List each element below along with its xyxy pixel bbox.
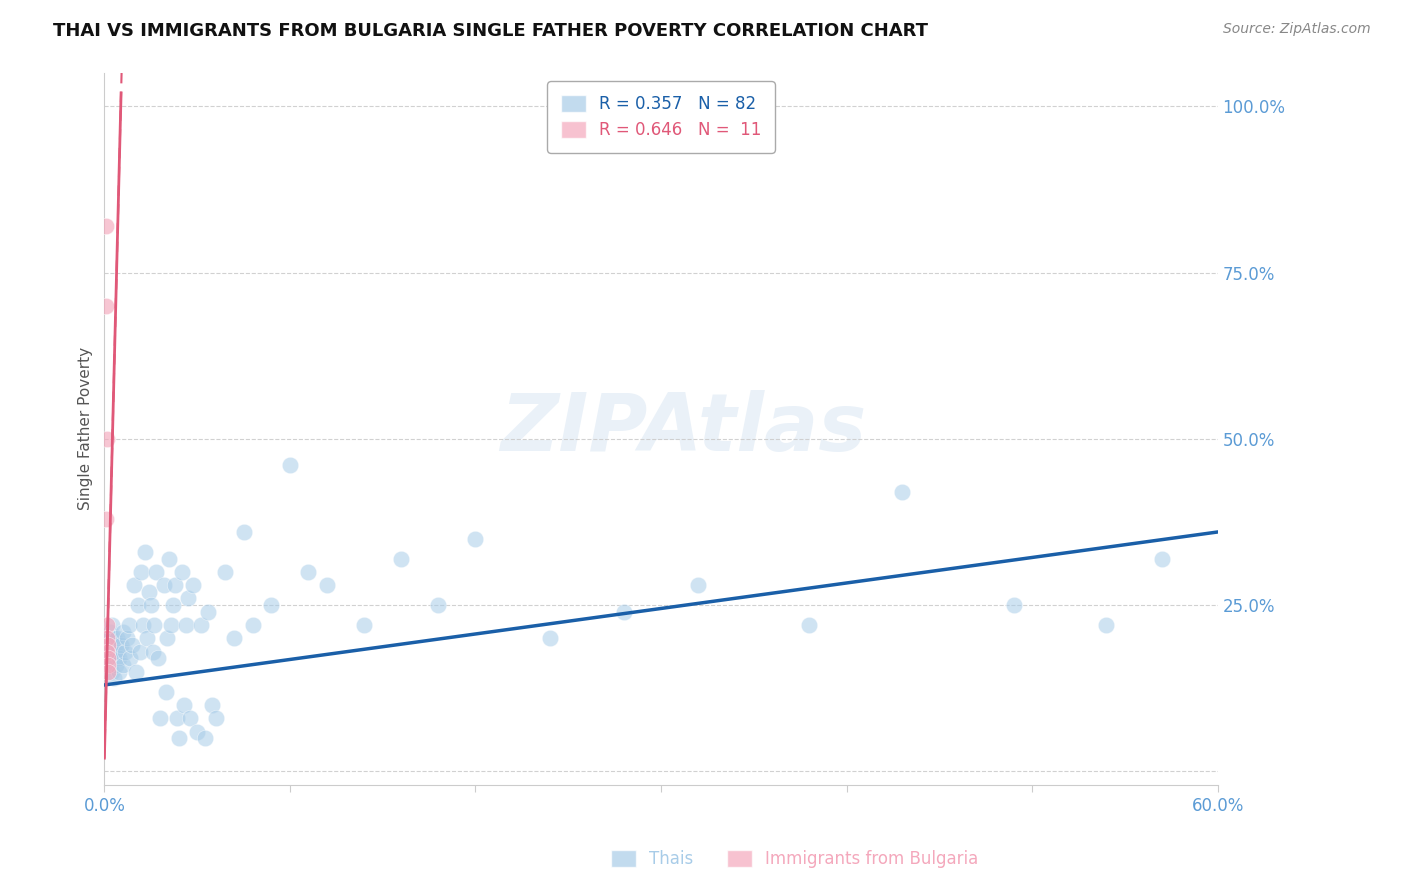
Point <box>152 578 174 592</box>
Point <box>260 598 283 612</box>
Point <box>96 511 118 525</box>
Point <box>157 551 180 566</box>
Point <box>167 731 190 746</box>
Point <box>97 632 120 646</box>
Point <box>96 645 118 659</box>
Point <box>108 665 131 679</box>
Point <box>179 711 201 725</box>
Legend: R = 0.357   N = 82, R = 0.646   N =  11: R = 0.357 N = 82, R = 0.646 N = 11 <box>547 81 775 153</box>
Point <box>97 651 120 665</box>
Point <box>186 724 208 739</box>
Point <box>97 651 120 665</box>
Point <box>94 219 117 233</box>
Point <box>613 605 636 619</box>
Point <box>278 458 301 473</box>
Point <box>174 618 197 632</box>
Point <box>115 632 138 646</box>
Point <box>103 632 125 646</box>
Point <box>111 624 134 639</box>
Point <box>172 565 194 579</box>
Point <box>98 638 121 652</box>
Point <box>105 645 128 659</box>
Point <box>1002 598 1025 612</box>
Point <box>103 671 125 685</box>
Point <box>464 532 486 546</box>
Point <box>97 638 120 652</box>
Point <box>98 658 121 673</box>
Point <box>134 545 156 559</box>
Point <box>183 578 205 592</box>
Point <box>145 565 167 579</box>
Point <box>101 618 124 632</box>
Point <box>194 731 217 746</box>
Point <box>197 605 219 619</box>
Point <box>224 632 246 646</box>
Point <box>177 591 200 606</box>
Point <box>128 645 150 659</box>
Point <box>799 618 821 632</box>
Point <box>166 711 188 725</box>
Point <box>104 638 127 652</box>
Point <box>105 632 128 646</box>
Point <box>120 651 142 665</box>
Point <box>1150 551 1173 566</box>
Point <box>114 645 136 659</box>
Point <box>132 618 155 632</box>
Point <box>143 618 166 632</box>
Y-axis label: Single Father Poverty: Single Father Poverty <box>79 347 93 510</box>
Point <box>121 638 143 652</box>
Point <box>104 658 127 673</box>
Point <box>891 485 914 500</box>
Text: ZIPAtlas: ZIPAtlas <box>501 390 866 468</box>
Point <box>131 565 153 579</box>
Point <box>389 551 412 566</box>
Text: Source: ZipAtlas.com: Source: ZipAtlas.com <box>1223 22 1371 37</box>
Point <box>427 598 450 612</box>
Point <box>122 578 145 592</box>
Point <box>136 632 159 646</box>
Point <box>97 658 120 673</box>
Point <box>104 651 127 665</box>
Point <box>148 651 170 665</box>
Point <box>117 618 139 632</box>
Point <box>98 624 121 639</box>
Point <box>96 645 118 659</box>
Point <box>125 665 148 679</box>
Point <box>139 598 162 612</box>
Point <box>538 632 561 646</box>
Point <box>214 565 236 579</box>
Point <box>103 645 125 659</box>
Point <box>111 658 134 673</box>
Point <box>149 711 172 725</box>
Point <box>108 651 131 665</box>
Point <box>353 618 375 632</box>
Point <box>156 632 179 646</box>
Point <box>163 578 186 592</box>
Point <box>101 665 124 679</box>
Point <box>127 598 149 612</box>
Point <box>96 432 118 446</box>
Point <box>242 618 264 632</box>
Point <box>316 578 339 592</box>
Point <box>96 618 118 632</box>
Point <box>1095 618 1118 632</box>
Point <box>110 638 132 652</box>
Point <box>173 698 195 712</box>
Point <box>96 299 118 313</box>
Point <box>97 665 120 679</box>
Point <box>138 585 160 599</box>
Point <box>190 618 212 632</box>
Point <box>688 578 710 592</box>
Point <box>232 524 254 539</box>
Point <box>297 565 319 579</box>
Point <box>201 698 224 712</box>
Point <box>96 632 118 646</box>
Point <box>142 645 165 659</box>
Legend: Thais, Immigrants from Bulgaria: Thais, Immigrants from Bulgaria <box>605 843 984 875</box>
Point <box>160 618 183 632</box>
Point <box>162 598 184 612</box>
Text: THAI VS IMMIGRANTS FROM BULGARIA SINGLE FATHER POVERTY CORRELATION CHART: THAI VS IMMIGRANTS FROM BULGARIA SINGLE … <box>53 22 928 40</box>
Point <box>204 711 226 725</box>
Point <box>155 684 177 698</box>
